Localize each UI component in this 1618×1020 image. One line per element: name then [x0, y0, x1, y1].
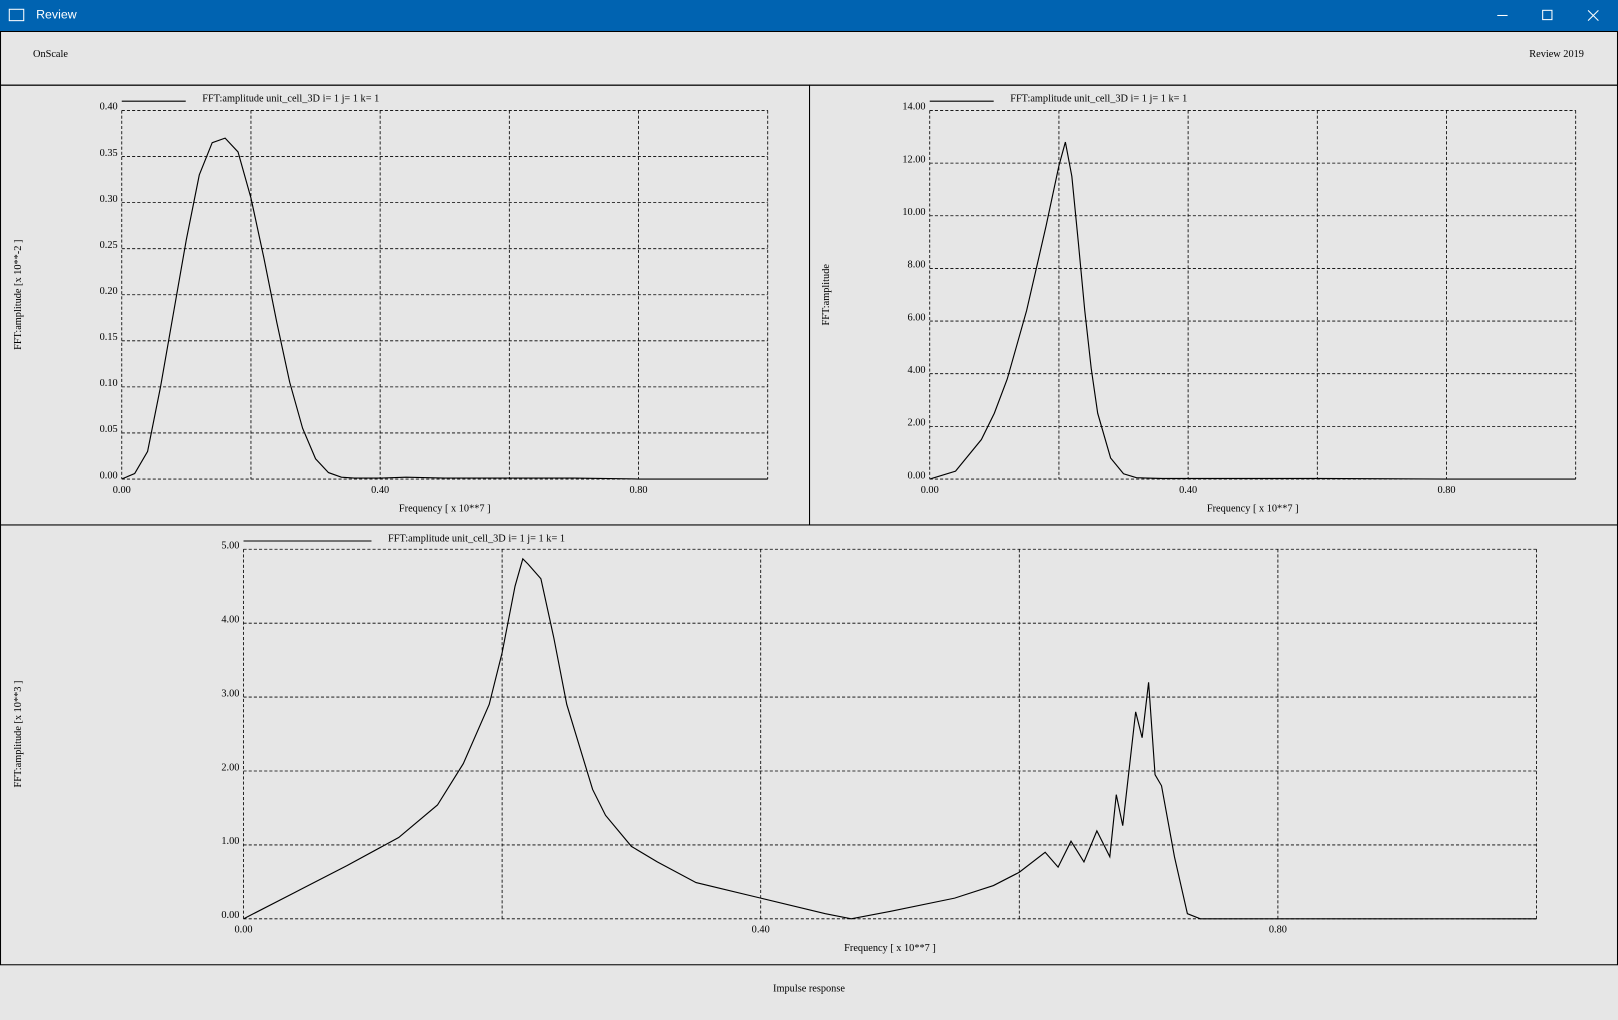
y-tick-label: 8.00 [908, 260, 926, 271]
y-tick-label: 5.00 [221, 541, 239, 552]
y-tick-label: 12.00 [902, 154, 925, 165]
x-tick-label: 0.00 [113, 485, 131, 496]
data-line [243, 557, 1537, 920]
y-tick-label: 0.40 [100, 102, 118, 113]
y-tick-label: 0.10 [100, 378, 118, 389]
x-tick-label: 0.80 [1269, 925, 1287, 936]
x-tick-label: 0.40 [1179, 485, 1197, 496]
y-tick-label: 3.00 [221, 688, 239, 699]
header-right: Review 2019 [1529, 49, 1584, 60]
chart-panel [0, 524, 1618, 966]
legend-label: FFT:amplitude unit_cell_3D i= 1 j= 1 k= … [388, 533, 565, 544]
y-tick-label: 4.00 [221, 614, 239, 625]
legend-label: FFT:amplitude unit_cell_3D i= 1 j= 1 k= … [1010, 93, 1187, 104]
y-tick-label: 0.00 [100, 470, 118, 481]
x-tick-label: 0.40 [752, 925, 770, 936]
window-title: Review [36, 8, 77, 22]
x-axis-label: Frequency [ x 10**7 ] [1207, 503, 1299, 514]
x-tick-label: 0.40 [371, 485, 389, 496]
title-bar [0, 0, 1618, 31]
header-left: OnScale [33, 49, 68, 60]
app-icon [8, 8, 25, 22]
x-tick-label: 0.00 [235, 925, 253, 936]
y-tick-label: 0.00 [221, 910, 239, 921]
x-axis-label: Frequency [ x 10**7 ] [844, 943, 936, 954]
x-tick-label: 0.00 [921, 485, 939, 496]
x-tick-label: 0.80 [630, 485, 648, 496]
y-tick-label: 0.20 [100, 286, 118, 297]
y-tick-label: 1.00 [221, 836, 239, 847]
y-tick-label: 6.00 [908, 312, 926, 323]
y-tick-label: 0.35 [100, 148, 118, 159]
y-tick-label: 10.00 [902, 207, 925, 218]
y-axis-label: FFT:amplitude [x 10**-2 ] [13, 240, 24, 350]
legend-label: FFT:amplitude unit_cell_3D i= 1 j= 1 k= … [202, 93, 379, 104]
y-axis-label: FFT:amplitude [x 10**3 ] [13, 681, 24, 788]
y-tick-label: 0.05 [100, 424, 118, 435]
y-tick-label: 2.00 [908, 418, 926, 429]
y-tick-label: 0.15 [100, 332, 118, 343]
maximize-button[interactable] [1542, 9, 1553, 21]
y-tick-label: 0.00 [908, 470, 926, 481]
y-tick-label: 0.30 [100, 194, 118, 205]
y-axis-label: FFT:amplitude [821, 264, 832, 326]
y-tick-label: 4.00 [908, 365, 926, 376]
data-line [121, 137, 768, 480]
y-tick-label: 0.25 [100, 240, 118, 251]
x-axis-label: Frequency [ x 10**7 ] [399, 503, 491, 514]
footer-label: Impulse response [773, 983, 845, 994]
close-button[interactable] [1587, 9, 1599, 22]
y-tick-label: 2.00 [221, 762, 239, 773]
data-line [929, 141, 1576, 480]
x-tick-label: 0.80 [1437, 485, 1455, 496]
y-tick-label: 14.00 [902, 102, 925, 113]
